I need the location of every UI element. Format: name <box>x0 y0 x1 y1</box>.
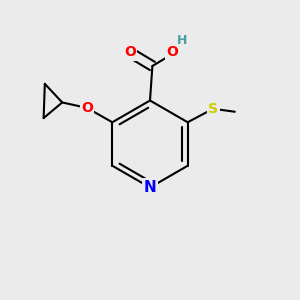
Text: N: N <box>144 180 156 195</box>
Text: O: O <box>81 101 93 115</box>
Text: H: H <box>177 34 188 47</box>
Text: S: S <box>208 102 218 116</box>
Text: O: O <box>124 46 136 59</box>
Text: O: O <box>167 46 178 59</box>
